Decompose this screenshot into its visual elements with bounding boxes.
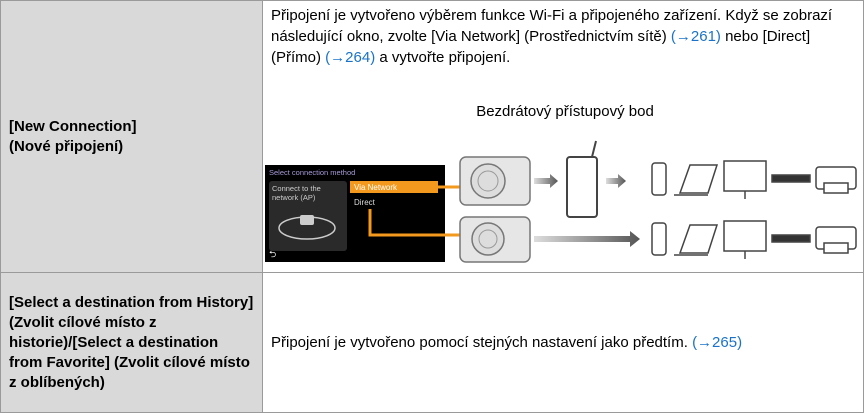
access-point [566,140,598,218]
text: Připojení je vytvořeno výběrem funkce Wi… [271,7,833,45]
arrow [534,231,640,247]
connector [368,209,460,237]
page-link[interactable]: (→265) [692,334,743,351]
option[interactable]: Via Network [354,183,398,192]
label-line: (Nové připojení) [9,137,124,155]
page-link[interactable]: (→261) [670,28,721,45]
screen-info: Connect to the network (AP) [272,184,321,202]
option-highlight [350,181,438,193]
page-link[interactable]: (→264) [325,49,376,66]
option[interactable]: Direct [354,198,376,207]
label-line: [New Connection] [9,117,137,135]
back-icon: ⮌ [269,249,276,259]
text: Připojení je vytvořeno pomocí stejných n… [271,334,688,351]
row-label: [Select a destination from History] (Zvo… [0,272,263,413]
camera [459,156,531,206]
text: nebo [Direct] (Přímo) [271,28,811,66]
diagram: Bezdrátový přístupový bod Select connect… [265,103,857,263]
text: a vytvořte připojení. [379,49,511,66]
row-label: [New Connection] (Nové připojení) [0,0,263,273]
screen-title: Select connection method [269,168,355,177]
label-line: [Select a destination from History] (Zvo… [9,293,254,391]
camera-icon [300,215,314,225]
arrow [606,174,626,188]
camera [459,216,531,263]
arrow [534,174,558,188]
row-description: Připojení je vytvořeno pomocí stejných n… [262,272,864,413]
ap-label: Bezdrátový přístupový bod [476,103,654,120]
devices [651,160,857,259]
row-description: Připojení je vytvořeno výběrem funkce Wi… [262,0,864,273]
